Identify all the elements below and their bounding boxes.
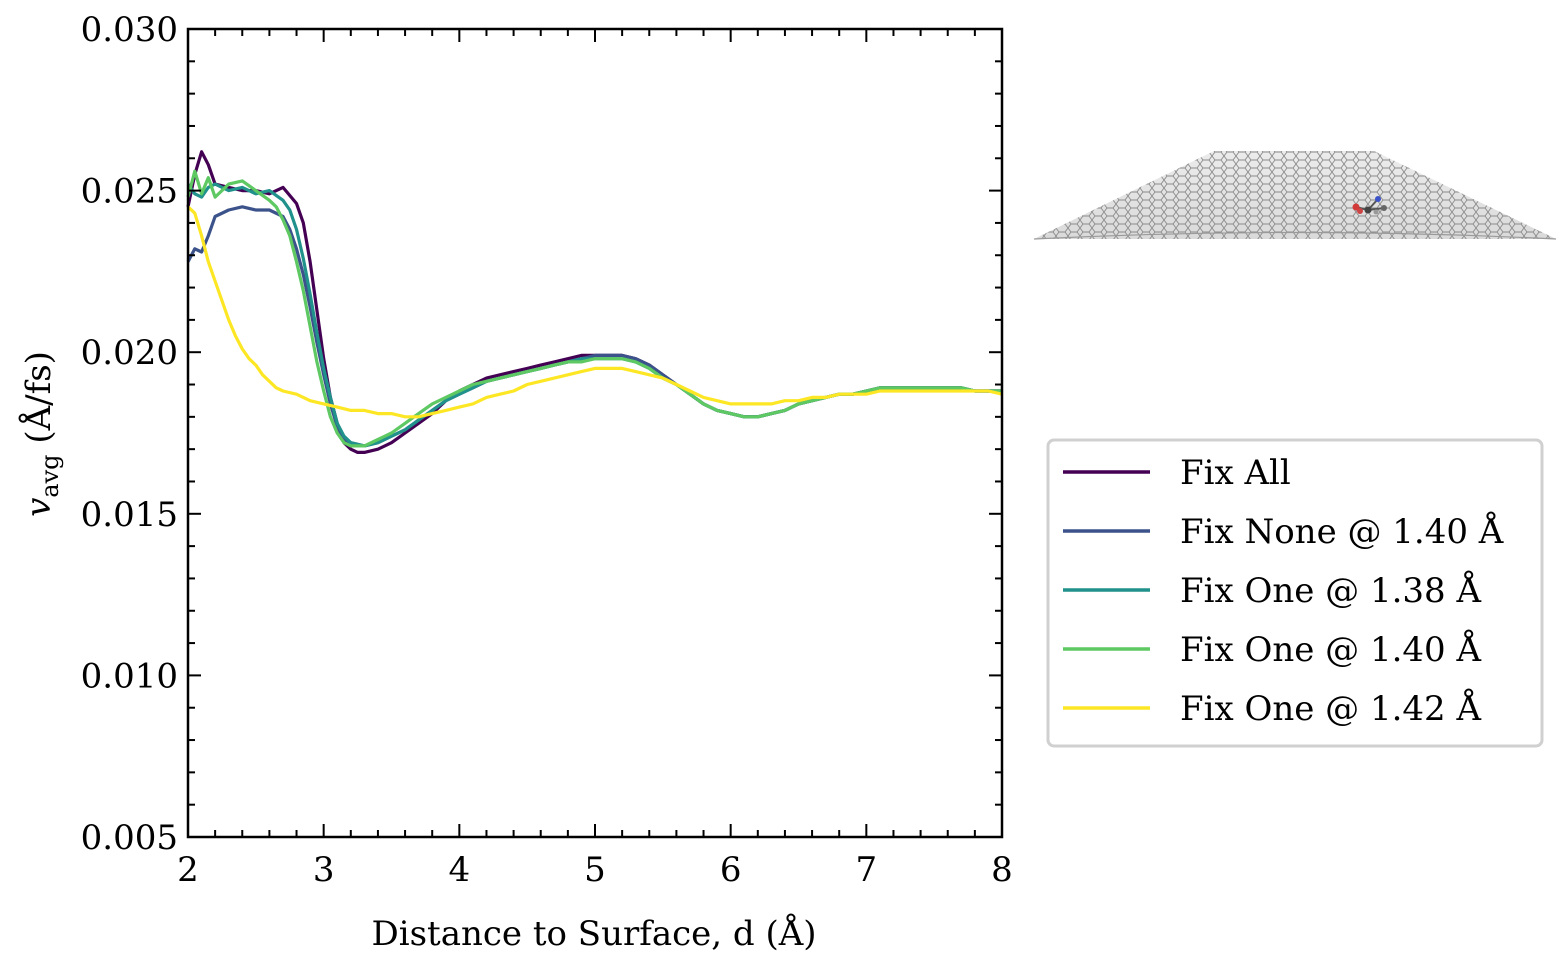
y-axis-label-subscript: avg <box>36 454 64 497</box>
y-tick-label: 0.010 <box>81 656 178 696</box>
x-tick-label: 5 <box>584 850 606 890</box>
x-tick-label: 6 <box>720 850 742 890</box>
legend-label: Fix One @ 1.38 Å <box>1180 570 1481 611</box>
legend-label: Fix All <box>1180 453 1291 493</box>
x-axis-label: Distance to Surface, d (Å) <box>371 913 816 954</box>
graphene-sheet-inset <box>1033 151 1557 240</box>
x-tick-label: 7 <box>856 850 878 890</box>
x-tick-label: 4 <box>449 850 471 890</box>
molecule-icon <box>1352 196 1387 215</box>
axis-ticks <box>187 28 1003 838</box>
y-tick-label: 0.025 <box>81 172 178 212</box>
plot-lines <box>186 150 1003 454</box>
y-tick-label: 0.030 <box>81 10 178 50</box>
y-tick-label: 0.020 <box>81 333 178 373</box>
x-tick-label: 3 <box>313 850 335 890</box>
y-tick-label: 0.015 <box>81 495 178 535</box>
series-line-5 <box>186 205 1003 419</box>
y-tick-label: 0.005 <box>81 818 178 858</box>
legend: Fix All Fix None @ 1.40 Å Fix One @ 1.38 Å… <box>1046 438 1544 748</box>
legend-label: Fix One @ 1.42 Å <box>1180 688 1481 729</box>
plot-frame <box>186 27 1004 839</box>
legend-items: Fix All Fix None @ 1.40 Å Fix One @ 1.38 Å… <box>1063 453 1504 729</box>
tick-labels: 2 3 4 5 6 7 8 0.005 0.010 0.015 0.020 0.025 0.030 <box>81 10 1013 890</box>
legend-label: Fix One @ 1.40 Å <box>1180 629 1481 670</box>
y-axis-label-unit: (Å/fs) <box>18 351 59 454</box>
y-axis-label-symbol: v <box>19 498 59 517</box>
y-axis-label: vavg (Å/fs) <box>18 351 64 517</box>
legend-frame <box>1046 438 1544 748</box>
x-tick-label: 8 <box>991 850 1013 890</box>
legend-label: Fix None @ 1.40 Å <box>1180 511 1504 552</box>
x-tick-label: 2 <box>177 850 199 890</box>
